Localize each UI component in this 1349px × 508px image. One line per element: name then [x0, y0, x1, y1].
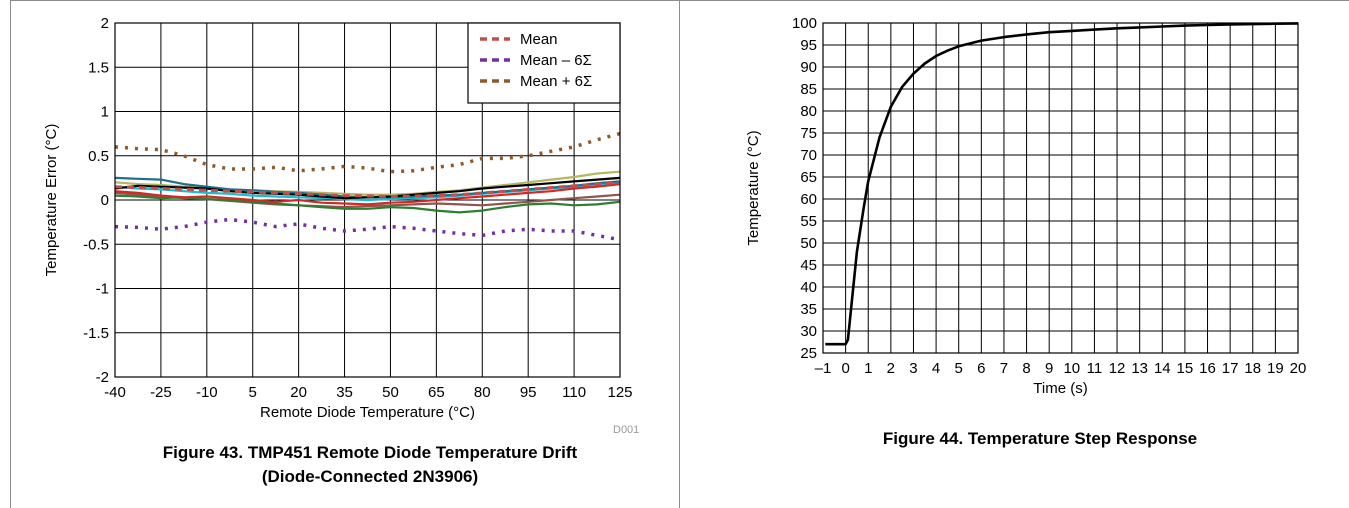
x-axis-label: Remote Diode Temperature (°C)	[260, 404, 475, 420]
y-tick-label: 90	[800, 59, 817, 76]
legend-entry: Mean – 6Σ	[520, 52, 592, 69]
y-axis-label: Temperature (°C)	[745, 130, 762, 245]
y-tick-label: 70	[800, 147, 817, 164]
x-tick-label: -25	[150, 384, 172, 401]
series-line	[114, 180, 621, 198]
y-tick-label: 30	[800, 323, 817, 340]
series-line	[114, 194, 621, 214]
y-tick-label: -2	[96, 369, 109, 386]
y-tick-label: 100	[792, 15, 817, 32]
x-tick-label: 7	[1000, 360, 1008, 377]
left-caption-line1: Figure 43. TMP451 Remote Diode Temperatu…	[162, 443, 578, 462]
y-tick-label: 25	[800, 345, 817, 362]
series-line	[114, 183, 621, 206]
x-tick-label: 110	[562, 384, 586, 401]
step-response-chart: –1 0 1 2 3 4 5 6 7 8 9 10 11 12 13 14 15 16 17 18 19 20253035…	[745, 15, 1307, 397]
x-tick-label: 2	[887, 360, 895, 377]
y-tick-label: 80	[800, 103, 817, 120]
x-tick-label: 12	[1109, 360, 1126, 377]
x-tick-label: 20	[290, 384, 307, 401]
y-tick-label: 2	[101, 15, 109, 32]
figure-code: D001	[613, 424, 640, 436]
y-tick-label: 1.5	[88, 59, 109, 76]
right-figure-caption: Figure 44. Temperature Step Response	[882, 429, 1198, 448]
x-tick-label: 6	[977, 360, 985, 377]
legend-entry: Mean	[520, 31, 558, 48]
y-tick-label: -1.5	[83, 325, 109, 342]
series-line	[114, 217, 621, 242]
y-tick-label: 85	[800, 81, 817, 98]
y-tick-label: 40	[800, 279, 817, 296]
legend-box	[467, 22, 621, 104]
y-tick-label: 55	[800, 213, 817, 230]
x-tick-label: 95	[520, 384, 537, 401]
x-tick-label: 20	[1290, 360, 1307, 377]
y-tick-label: 95	[800, 37, 817, 54]
x-tick-label: 17	[1222, 360, 1239, 377]
legend-entry: Mean + 6Σ	[520, 73, 592, 90]
x-tick-label: 35	[336, 384, 353, 401]
x-tick-label: 19	[1267, 360, 1284, 377]
x-tick-label: 9	[1045, 360, 1053, 377]
x-tick-label: 1	[864, 360, 872, 377]
legend: Mean Mean – 6Σ Mean + 6Σ	[467, 22, 621, 104]
x-tick-label: 5	[955, 360, 963, 377]
drift-chart: -40 -25 -10 5 20 35 50 65 80 95 110 125-2-1.5-1-0.5…	[43, 15, 633, 420]
y-tick-label: 50	[800, 235, 817, 252]
x-tick-label: -10	[196, 384, 218, 401]
x-tick-label: 5	[249, 384, 257, 401]
plot-frame	[822, 22, 1299, 354]
left-caption-line2: (Diode-Connected 2N3906)	[261, 467, 479, 486]
x-tick-label: 125	[607, 384, 632, 401]
series-line	[114, 131, 621, 174]
x-tick-label: -40	[104, 384, 126, 401]
y-tick-label: 1	[101, 104, 109, 121]
left-figure-caption: Figure 43. TMP451 Remote Diode Temperatu…	[80, 441, 660, 489]
x-tick-label: 15	[1177, 360, 1194, 377]
x-tick-label: 13	[1131, 360, 1148, 377]
x-tick-label: –1	[815, 360, 832, 377]
x-axis-label: Time (s)	[1033, 380, 1087, 397]
y-tick-label: 45	[800, 257, 817, 274]
x-tick-label: 4	[932, 360, 940, 377]
x-tick-label: 14	[1154, 360, 1171, 377]
x-tick-label: 80	[474, 384, 491, 401]
left-figure-frame	[10, 0, 680, 508]
y-tick-label: 60	[800, 191, 817, 208]
plot-frame	[114, 22, 621, 378]
y-axis-label: Temperature Error (°C)	[43, 124, 60, 277]
y-tick-label: 0	[101, 192, 109, 209]
x-tick-label: 8	[1022, 360, 1030, 377]
x-tick-label: 65	[428, 384, 445, 401]
x-tick-label: 10	[1063, 360, 1080, 377]
x-tick-label: 50	[382, 384, 399, 401]
x-tick-label: 16	[1199, 360, 1216, 377]
y-tick-label: 0.5	[88, 148, 109, 165]
y-tick-label: 35	[800, 301, 817, 318]
series-line	[825, 22, 1299, 346]
x-tick-label: 11	[1087, 360, 1103, 377]
y-tick-label: -1	[96, 281, 109, 298]
y-tick-label: 75	[800, 125, 817, 142]
x-tick-label: 3	[909, 360, 917, 377]
y-tick-label: 65	[800, 169, 817, 186]
y-tick-label: -0.5	[83, 236, 109, 253]
x-tick-label: 0	[841, 360, 849, 377]
x-tick-label: 18	[1244, 360, 1261, 377]
